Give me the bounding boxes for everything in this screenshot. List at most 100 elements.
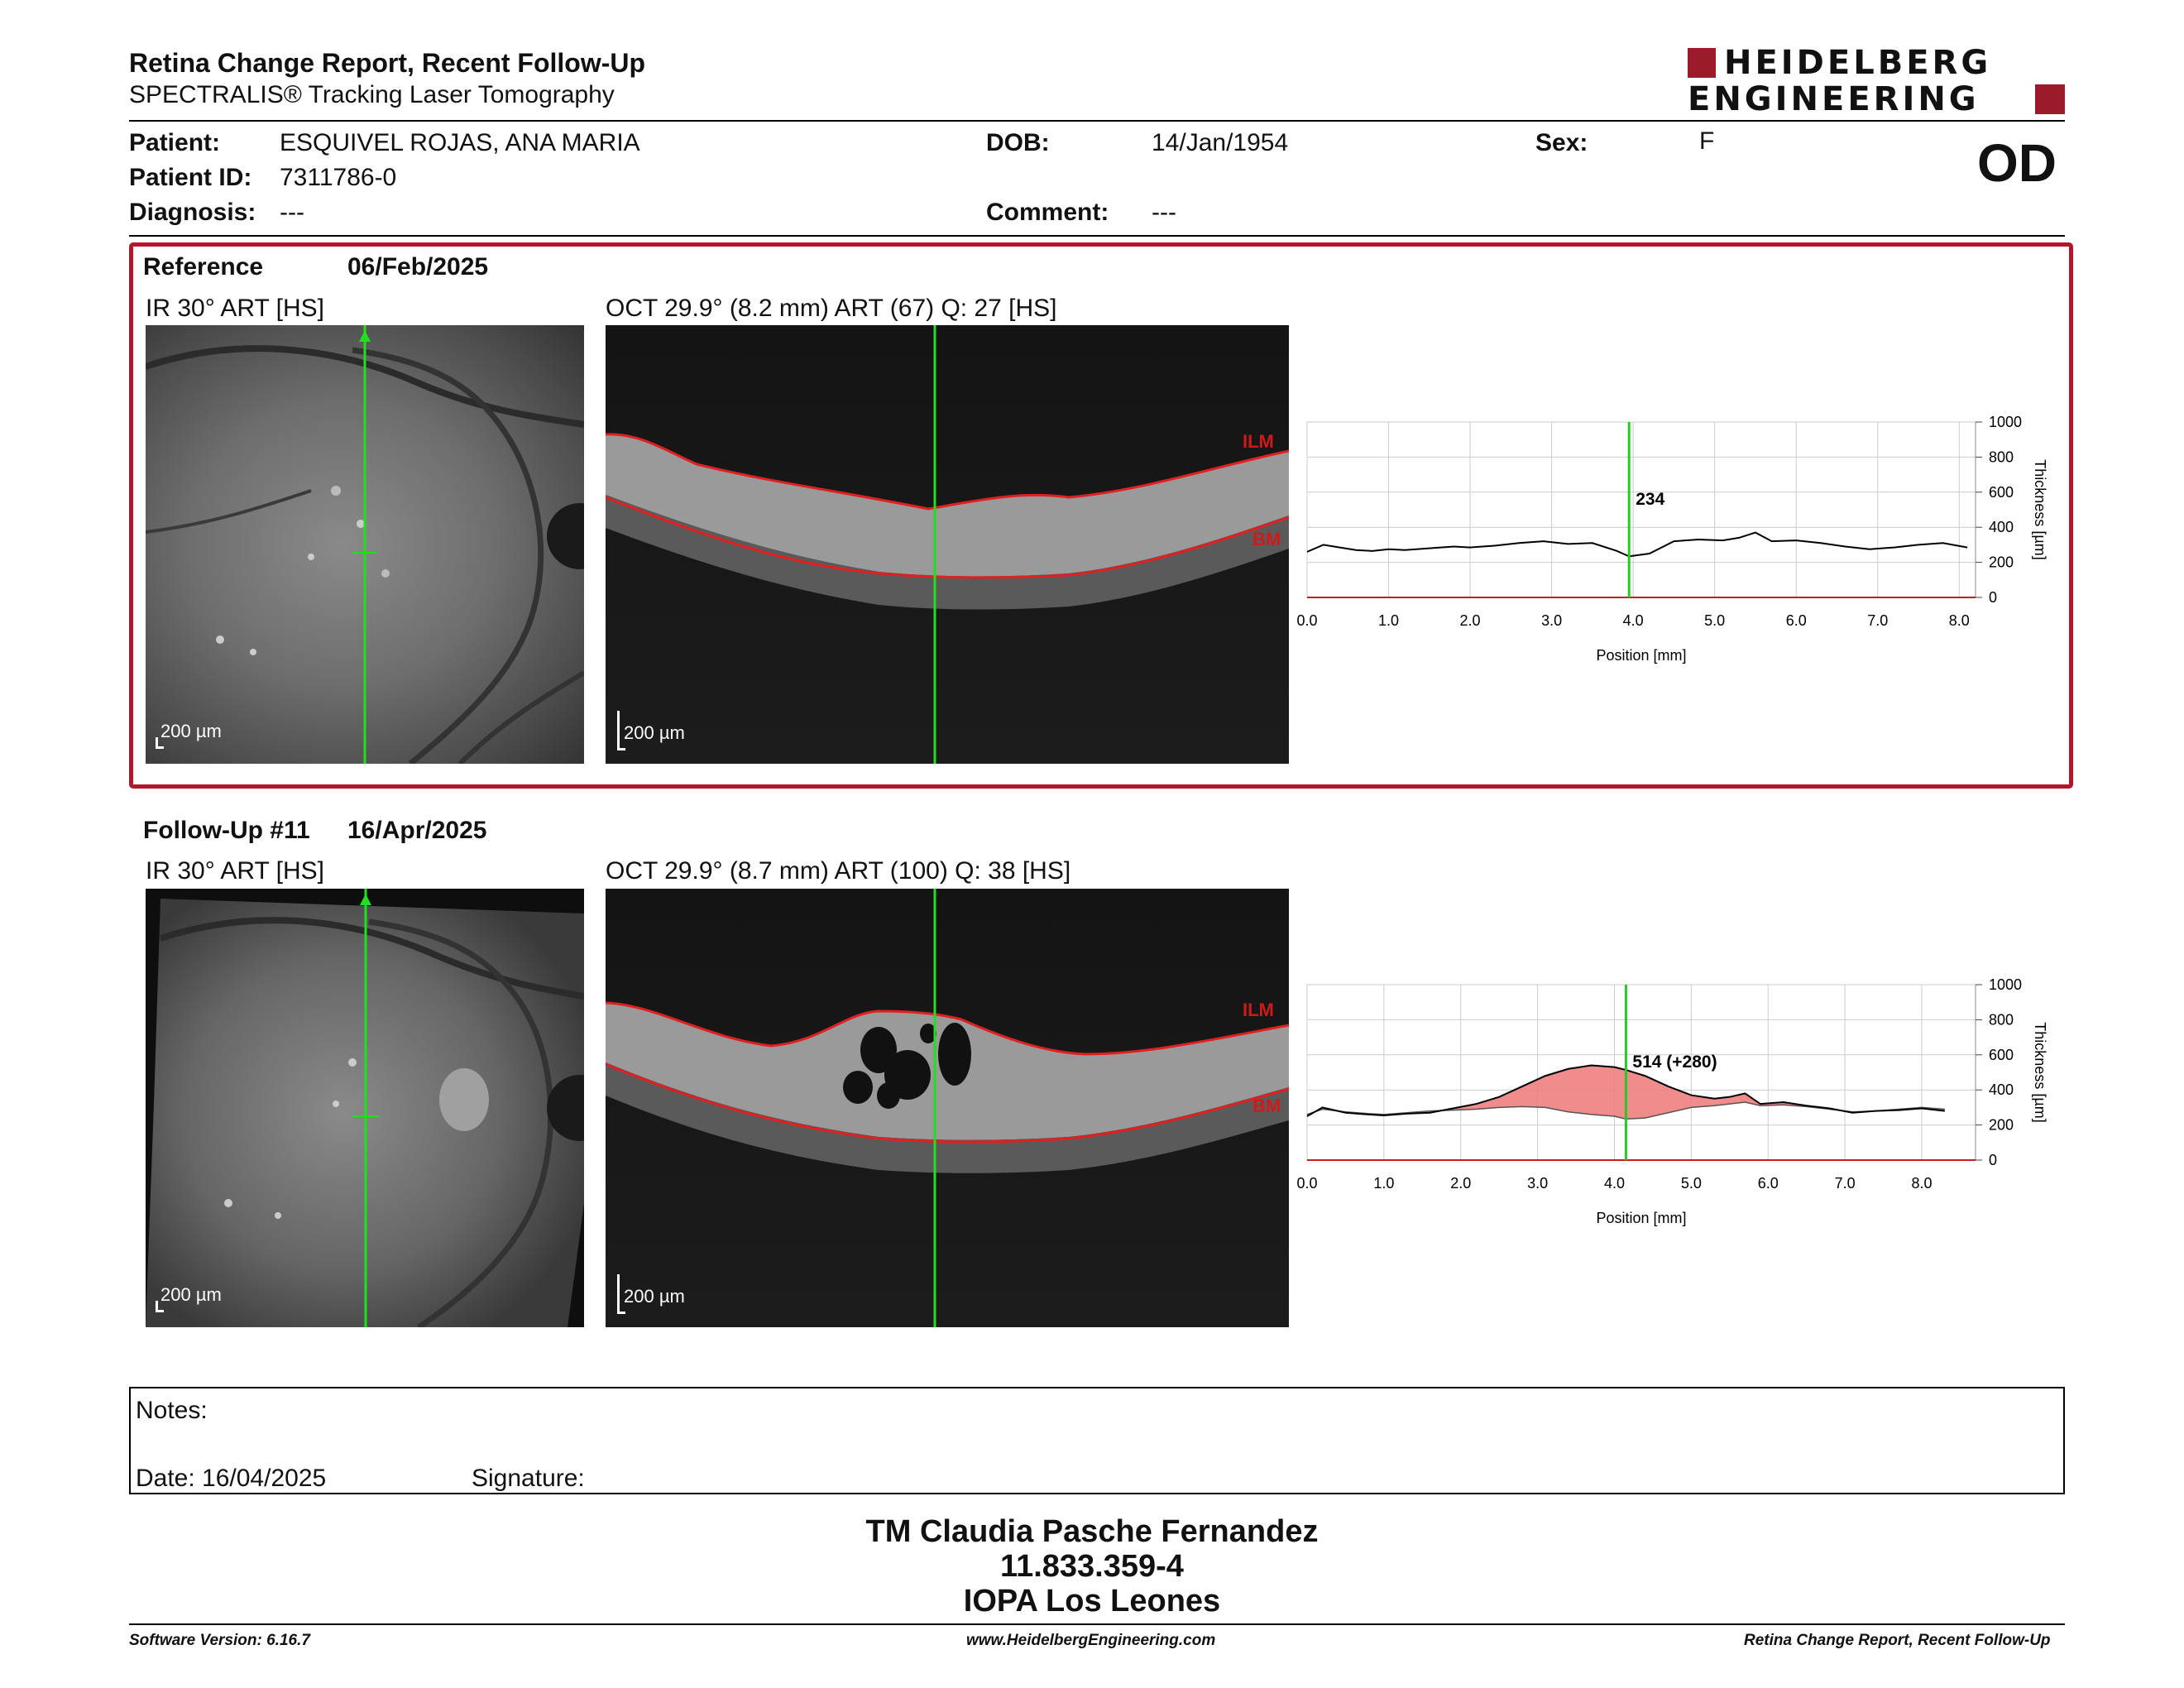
chart-x-tick-label: 8.0 (1911, 1175, 1932, 1192)
reference-label: Reference (143, 253, 264, 281)
chart-plot-area (1306, 421, 1976, 598)
chart-plot-area (1306, 984, 1976, 1161)
chart-y-tick-label: 800 (1989, 448, 2014, 465)
followup-ir-image: 200 µm (146, 889, 584, 1327)
reference-ir-caption: IR 30° ART [HS] (146, 295, 324, 322)
reference-ilm-label: ILM (1243, 431, 1274, 452)
chart-y-axis-label: Thickness [µm] (2032, 459, 2048, 559)
dob-label: DOB: (986, 129, 1050, 156)
website-link[interactable]: www.HeidelbergEngineering.com (966, 1632, 1216, 1649)
followup-date: 16/Apr/2025 (347, 817, 487, 844)
sex-label: Sex: (1535, 129, 1588, 156)
reference-thickness-chart: 0.0 1.0 2.0 3.0 4.0 5.0 6.0 7.0 8.0 0 200 400 600 800… (1296, 414, 2048, 664)
followup-oct-scale-hbar (617, 1312, 625, 1314)
logo-block-top (1688, 48, 1716, 78)
chart-x-tick-label: 3.0 (1541, 612, 1562, 629)
logo-block-bottom (2035, 84, 2065, 114)
chart-x-tick-label: 8.0 (1949, 612, 1970, 629)
patient-id-label: Patient ID: (129, 164, 252, 191)
followup-ir-scale-hbar (156, 1310, 164, 1312)
patient-id-value: 7311786-0 (280, 164, 397, 191)
chart-y-axis-label: Thickness [µm] (2032, 1022, 2048, 1122)
chart-x-tick-label: 5.0 (1704, 612, 1725, 629)
header-divider (129, 120, 2065, 122)
reference-oct-caption: OCT 29.9° (8.2 mm) ART (67) Q: 27 [HS] (606, 295, 1057, 322)
chart-x-tick-label: 3.0 (1527, 1175, 1548, 1192)
signer-institution: IOPA Los Leones (963, 1584, 1221, 1618)
comment-value: --- (1152, 199, 1176, 226)
software-version: Software Version: 6.16.7 (129, 1632, 310, 1649)
chart-x-tick-label: 1.0 (1373, 1175, 1394, 1192)
chart-y-tick-label: 400 (1989, 1081, 2014, 1098)
chart-x-axis-label: Position [mm] (1596, 1210, 1686, 1226)
reference-oct-scale-label: 200 µm (624, 722, 685, 743)
chart-x-tick-label: 2.0 (1460, 612, 1481, 629)
chart-x-tick-label: 6.0 (1758, 1175, 1779, 1192)
notes-label: Notes: (136, 1397, 208, 1424)
reference-oct-scale-hbar (617, 748, 625, 750)
reference-bm-label: BM (1252, 529, 1281, 549)
reference-ir-scale-hbar (156, 746, 164, 749)
followup-ir-scale-label: 200 µm (160, 1284, 222, 1305)
patient-name: ESQUIVEL ROJAS, ANA MARIA (280, 129, 640, 156)
reference-panel (129, 242, 2073, 789)
reference-ir-scale-vbar (156, 737, 158, 749)
comment-label: Comment: (986, 199, 1109, 226)
followup-ilm-label: ILM (1243, 1000, 1274, 1020)
followup-label: Follow-Up #11 (143, 817, 310, 844)
reference-ir-scale: 200 µm (156, 721, 222, 749)
chart-x-axis-label: Position [mm] (1596, 647, 1686, 664)
patient-divider (129, 235, 2065, 237)
sex-value: F (1699, 127, 1715, 155)
patient-label: Patient: (129, 129, 221, 156)
reference-oct-image: ILM BM 200 µm (606, 325, 1289, 764)
dob-value: 14/Jan/1954 (1152, 129, 1289, 156)
followup-bm-label: BM (1252, 1096, 1281, 1116)
reference-oct-scale-vbar (617, 711, 620, 750)
chart-y-tick-label: 600 (1989, 484, 2014, 501)
chart-x-tick-label: 5.0 (1681, 1175, 1702, 1192)
eye-indicator: OD (1977, 133, 2057, 193)
followup-ir-scale-vbar (156, 1301, 158, 1312)
followup-ir-caption: IR 30° ART [HS] (146, 857, 324, 885)
followup-oct-scale-label: 200 µm (624, 1286, 685, 1307)
chart-y-tick-label: 1000 (1989, 414, 2022, 430)
reference-ir-image: 200 µm (146, 325, 584, 764)
date-field: Date: 16/04/2025 (136, 1465, 327, 1492)
chart-x-tick-label: 7.0 (1835, 1175, 1856, 1192)
chart-x-tick-label: 0.0 (1296, 612, 1317, 629)
followup-oct-drawing: ILM BM (606, 889, 1289, 1327)
notes-box[interactable] (129, 1387, 2065, 1494)
followup-oct-scale: 200 µm (617, 1269, 692, 1314)
signer-id: 11.833.359-4 (1000, 1549, 1184, 1584)
footer-report-name: Retina Change Report, Recent Follow-Up (1744, 1632, 2051, 1649)
heidelberg-logo: HEIDELBERG ENGINEERING (1688, 46, 2068, 116)
chart-x-tick-label: 1.0 (1378, 612, 1399, 629)
footer-divider (129, 1623, 2065, 1625)
chart-series-line (1306, 531, 1968, 558)
chart-y-tick-label: 1000 (1989, 976, 2022, 993)
chart-marker-label: 234 (1636, 490, 1664, 509)
reference-ir-scale-label: 200 µm (160, 721, 222, 741)
chart-y-tick-label: 400 (1989, 519, 2014, 535)
chart-y-tick-label: 0 (1989, 1152, 1997, 1168)
followup-ir-drawing (146, 889, 584, 1327)
chart-x-tick-label: 4.0 (1623, 612, 1644, 629)
chart-x-tick-label: 2.0 (1450, 1175, 1471, 1192)
chart-x-tick-label: 6.0 (1786, 612, 1807, 629)
chart-marker-label: 514 (+280) (1632, 1053, 1717, 1072)
followup-oct-caption: OCT 29.9° (8.7 mm) ART (100) Q: 38 [HS] (606, 857, 1071, 885)
followup-oct-image: ILM BM 200 µm (606, 889, 1289, 1327)
followup-ir-scale: 200 µm (156, 1284, 222, 1312)
diagnosis-value: --- (280, 199, 304, 226)
reference-oct-drawing: ILM BM (606, 325, 1289, 764)
signer-name: TM Claudia Pasche Fernandez (865, 1514, 1319, 1549)
signature-field[interactable]: Signature: (472, 1465, 585, 1492)
chart-y-tick-label: 600 (1989, 1047, 2014, 1063)
followup-oct-scale-vbar (617, 1274, 620, 1314)
reference-oct-scale: 200 µm (617, 706, 692, 750)
report-title: Retina Change Report, Recent Follow-Up (129, 48, 646, 78)
chart-y-tick-label: 800 (1989, 1011, 2014, 1028)
reference-ir-drawing (146, 325, 584, 764)
report-subtitle: SPECTRALIS® Tracking Laser Tomography (129, 81, 615, 108)
